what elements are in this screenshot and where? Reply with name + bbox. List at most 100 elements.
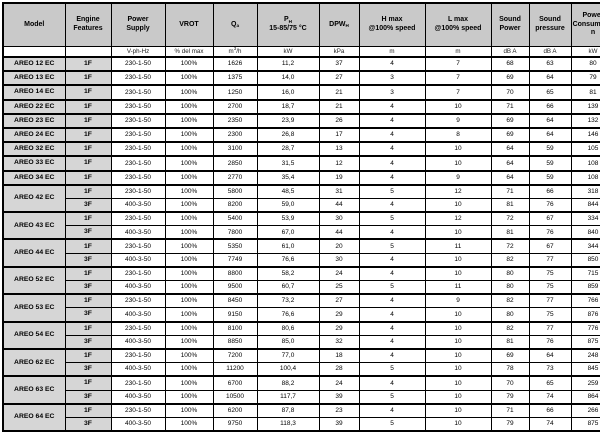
cell-hmax: 4 (358, 402, 426, 418)
model-cell: AREO 54 EC (2, 320, 66, 350)
model-cell: AREO 62 EC (2, 347, 66, 377)
cell-pcons: 108 (570, 169, 600, 186)
cell-qa: 5800 (212, 183, 258, 199)
engine-features-cell: 1F (64, 293, 112, 309)
table-row: AREO 54 EC 1F 230-1-50 100% 8100 80,6 29 4 10 82 7… (2, 320, 600, 350)
engine-features-cell: 1F (64, 211, 112, 227)
cell-ph: 100,4 (256, 362, 320, 377)
cell-ph: 14,0 (256, 70, 320, 86)
cell-vrot: 100% (164, 126, 214, 143)
cell-qa: 8200 (212, 197, 258, 213)
model-cell: AREO 24 EC (2, 126, 66, 143)
cell-ph: 87,8 (256, 402, 320, 418)
cell-spow: 79 (490, 389, 530, 405)
column-unit-11: kW (570, 46, 600, 58)
cell-lmax: 10 (424, 375, 492, 391)
cell-vrot: 100% (164, 155, 214, 172)
cell-ph: 35,4 (256, 169, 320, 186)
cell-vrot: 100% (164, 347, 214, 364)
cell-ph: 85,0 (256, 334, 320, 350)
cell-spow: 64 (490, 155, 530, 172)
cell-pcons: 105 (570, 141, 600, 157)
cell-ph: 18,7 (256, 98, 320, 115)
cell-pcons: 344 (570, 238, 600, 254)
cell-spres: 76 (528, 225, 572, 240)
table-row: 3F 400-3-50 100% 10500 117,7 39 5 10 79 74 864 (3, 389, 600, 405)
engine-features-cell: 3F (64, 307, 112, 323)
table-row: AREO 44 EC 1F 230-1-50 100% 5350 61,0 20 5 11 72 6… (2, 238, 600, 268)
cell-qa: 9750 (212, 416, 258, 432)
column-header-8: L max @100% speed (424, 2, 492, 47)
cell-supply: 400-3-50 (110, 416, 166, 432)
cell-dpw: 18 (318, 347, 360, 364)
model-cell: AREO 52 EC (2, 265, 66, 295)
engine-features-cell: 1F (64, 320, 112, 336)
cell-pcons: 132 (570, 112, 600, 129)
cell-spow: 71 (490, 98, 530, 115)
cell-dpw: 30 (318, 252, 360, 268)
cell-qa: 8450 (212, 293, 258, 309)
cell-spow: 80 (490, 307, 530, 323)
cell-supply: 230-1-50 (110, 375, 166, 391)
engine-features-cell: 3F (64, 225, 112, 240)
cell-spres: 73 (528, 362, 572, 377)
cell-qa: 2770 (212, 169, 258, 186)
cell-lmax: 10 (424, 265, 492, 281)
cell-vrot: 100% (164, 362, 214, 377)
engine-features-cell: 3F (64, 334, 112, 350)
table-row: 3F 400-3-50 100% 8200 59,0 44 4 10 81 76 844 (3, 197, 600, 213)
cell-spres: 67 (528, 211, 572, 227)
cell-supply: 400-3-50 (110, 197, 166, 213)
cell-spres: 76 (528, 334, 572, 350)
cell-pcons: 859 (570, 280, 600, 295)
cell-ph: 67,0 (256, 225, 320, 240)
cell-vrot: 100% (164, 375, 214, 391)
cell-supply: 230-1-50 (110, 238, 166, 254)
cell-spow: 70 (490, 84, 530, 101)
cell-spres: 66 (528, 402, 572, 418)
table-row: 3F 400-3-50 100% 11200 100,4 28 5 10 78 73 845 (3, 362, 600, 377)
model-cell: AREO 23 EC (2, 112, 66, 129)
cell-lmax: 12 (424, 183, 492, 199)
cell-qa: 2350 (212, 112, 258, 129)
cell-vrot: 100% (164, 84, 214, 101)
cell-spow: 81 (490, 225, 530, 240)
cell-supply: 230-1-50 (110, 84, 166, 101)
cell-hmax: 4 (358, 112, 426, 129)
table-body: AREO 12 EC 1F 230-1-50 100% 1626 11,2 37 4 7 68 63… (2, 55, 600, 432)
cell-spow: 64 (490, 141, 530, 157)
cell-spow: 71 (490, 183, 530, 199)
table-row: AREO 22 EC 1F 230-1-50 100% 2700 18,7 21 4 10 71 6… (2, 98, 600, 115)
engine-features-cell: 1F (64, 265, 112, 281)
cell-vrot: 100% (164, 70, 214, 86)
cell-vrot: 100% (164, 211, 214, 227)
cell-spow: 72 (490, 238, 530, 254)
cell-spres: 65 (528, 375, 572, 391)
cell-vrot: 100% (164, 183, 214, 199)
cell-lmax: 11 (424, 238, 492, 254)
cell-supply: 230-1-50 (110, 112, 166, 129)
table-row: AREO 52 EC 1F 230-1-50 100% 8800 58,2 24 4 10 80 7… (2, 265, 600, 295)
cell-dpw: 24 (318, 265, 360, 281)
column-unit-8: m (424, 46, 492, 58)
model-cell: AREO 43 EC (2, 211, 66, 240)
cell-hmax: 3 (358, 84, 426, 101)
cell-hmax: 5 (358, 238, 426, 254)
cell-spres: 63 (528, 55, 572, 72)
cell-spres: 77 (528, 320, 572, 336)
cell-vrot: 100% (164, 293, 214, 309)
cell-vrot: 100% (164, 55, 214, 72)
cell-supply: 230-1-50 (110, 347, 166, 364)
cell-pcons: 776 (570, 320, 600, 336)
table-row: 3F 400-3-50 100% 8850 85,0 32 4 10 81 76 875 (3, 334, 600, 350)
cell-pcons: 108 (570, 155, 600, 172)
column-unit-2: V-ph-Hz (110, 46, 166, 58)
cell-lmax: 10 (424, 402, 492, 418)
cell-hmax: 4 (358, 334, 426, 350)
cell-ph: 48,5 (256, 183, 320, 199)
model-cell: AREO 44 EC (2, 238, 66, 268)
model-cell: AREO 32 EC (2, 141, 66, 157)
cell-lmax: 10 (424, 252, 492, 268)
cell-lmax: 10 (424, 225, 492, 240)
